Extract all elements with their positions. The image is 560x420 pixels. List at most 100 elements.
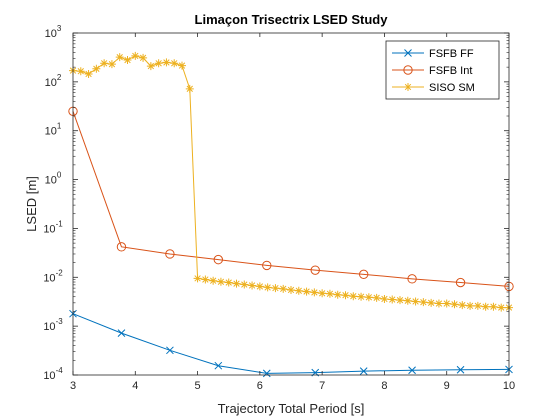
legend-marker [404, 83, 412, 91]
legend-label: FSFB Int [429, 65, 472, 77]
legend-item: FSFB FF [392, 48, 474, 60]
data-point [178, 61, 186, 70]
y-tick-exponent: 3 [57, 24, 62, 33]
x-axis-label: Trajectory Total Period [s] [218, 401, 365, 416]
data-point [262, 260, 272, 271]
y-tick-label: 102 [45, 73, 62, 89]
data-point [166, 346, 174, 355]
data-point [341, 291, 350, 300]
legend-marker [404, 49, 412, 57]
data-point [294, 286, 303, 295]
y-tick-label: 100 [45, 171, 62, 187]
data-point [349, 292, 358, 301]
data-point [116, 242, 127, 252]
data-point [165, 249, 175, 259]
data-point [131, 51, 140, 60]
legend-marker [403, 65, 413, 75]
data-point [458, 301, 467, 310]
data-point [162, 58, 171, 67]
data-point [216, 277, 225, 286]
legend: FSFB FF FSFB Int SISO SM [385, 40, 500, 100]
y-axis-label: LSED [m] [24, 176, 39, 232]
data-point [364, 293, 373, 302]
data-point [201, 275, 210, 284]
data-point [271, 284, 280, 293]
y-tick-exponent: 1 [57, 122, 62, 131]
data-point [224, 278, 233, 287]
legend-label: SISO SM [429, 82, 475, 94]
x-tick-label: 10 [503, 380, 515, 392]
data-point [419, 298, 428, 307]
data-point [84, 69, 93, 78]
data-point [100, 59, 109, 68]
series-layer [68, 51, 514, 378]
y-tick-exponent: -3 [56, 317, 64, 326]
data-point [310, 265, 320, 275]
data-point [357, 292, 366, 301]
y-tick-exponent: 2 [57, 73, 62, 82]
data-point [359, 367, 368, 375]
data-point [209, 276, 218, 285]
data-point [154, 59, 163, 68]
x-tick-label: 3 [70, 380, 76, 392]
y-tick-base: 10 [43, 370, 55, 382]
x-tick-label: 8 [381, 380, 387, 392]
data-point [117, 329, 126, 337]
data-point [318, 289, 327, 298]
y-tick-label: 10-1 [43, 219, 63, 235]
x-tick-label: 7 [319, 380, 325, 392]
legend-item: SISO SM [392, 82, 475, 94]
series-line [72, 111, 510, 287]
data-point [115, 53, 124, 62]
data-point [466, 301, 475, 310]
y-tick-label: 10-2 [43, 268, 63, 284]
y-tick-base: 10 [45, 28, 57, 40]
data-point [489, 302, 498, 311]
data-point [325, 289, 334, 298]
data-point [481, 302, 490, 311]
data-point [372, 293, 381, 302]
y-tick-exponent: 0 [57, 171, 62, 180]
y-tick-base: 10 [43, 272, 55, 284]
y-tick-label: 10-3 [43, 317, 63, 333]
data-point [240, 280, 249, 289]
data-point [358, 269, 369, 280]
data-point [279, 284, 288, 293]
x-tick-label: 4 [132, 380, 138, 392]
series-fsfb-ff [69, 309, 513, 378]
data-point [255, 282, 264, 291]
data-point [333, 290, 342, 299]
data-point [388, 295, 397, 304]
legend-item: FSFB Int [392, 65, 472, 77]
y-tick-base: 10 [45, 126, 57, 138]
data-point [170, 59, 179, 68]
axes-box [72, 32, 510, 376]
y-tick-base: 10 [43, 223, 55, 235]
data-point [310, 288, 319, 297]
y-tick-base: 10 [45, 77, 57, 89]
data-point [396, 296, 404, 305]
data-point [139, 53, 148, 62]
data-point [76, 67, 85, 76]
data-point [434, 299, 443, 308]
data-point [214, 361, 223, 370]
data-point [248, 281, 257, 290]
series-line [72, 313, 510, 374]
x-tick-label: 5 [195, 380, 201, 392]
data-point [193, 274, 202, 283]
data-point [92, 64, 101, 73]
data-point [287, 285, 295, 294]
legend-label: FSFB FF [429, 48, 474, 60]
y-tick-exponent: -2 [56, 268, 64, 277]
y-tick-label: 103 [45, 24, 62, 40]
data-point [442, 299, 451, 308]
x-tick-label: 9 [444, 380, 450, 392]
data-point [380, 294, 389, 303]
data-point [456, 365, 465, 374]
data-point [455, 277, 466, 288]
data-point [123, 56, 132, 65]
data-point [497, 303, 506, 312]
data-point [107, 60, 116, 69]
